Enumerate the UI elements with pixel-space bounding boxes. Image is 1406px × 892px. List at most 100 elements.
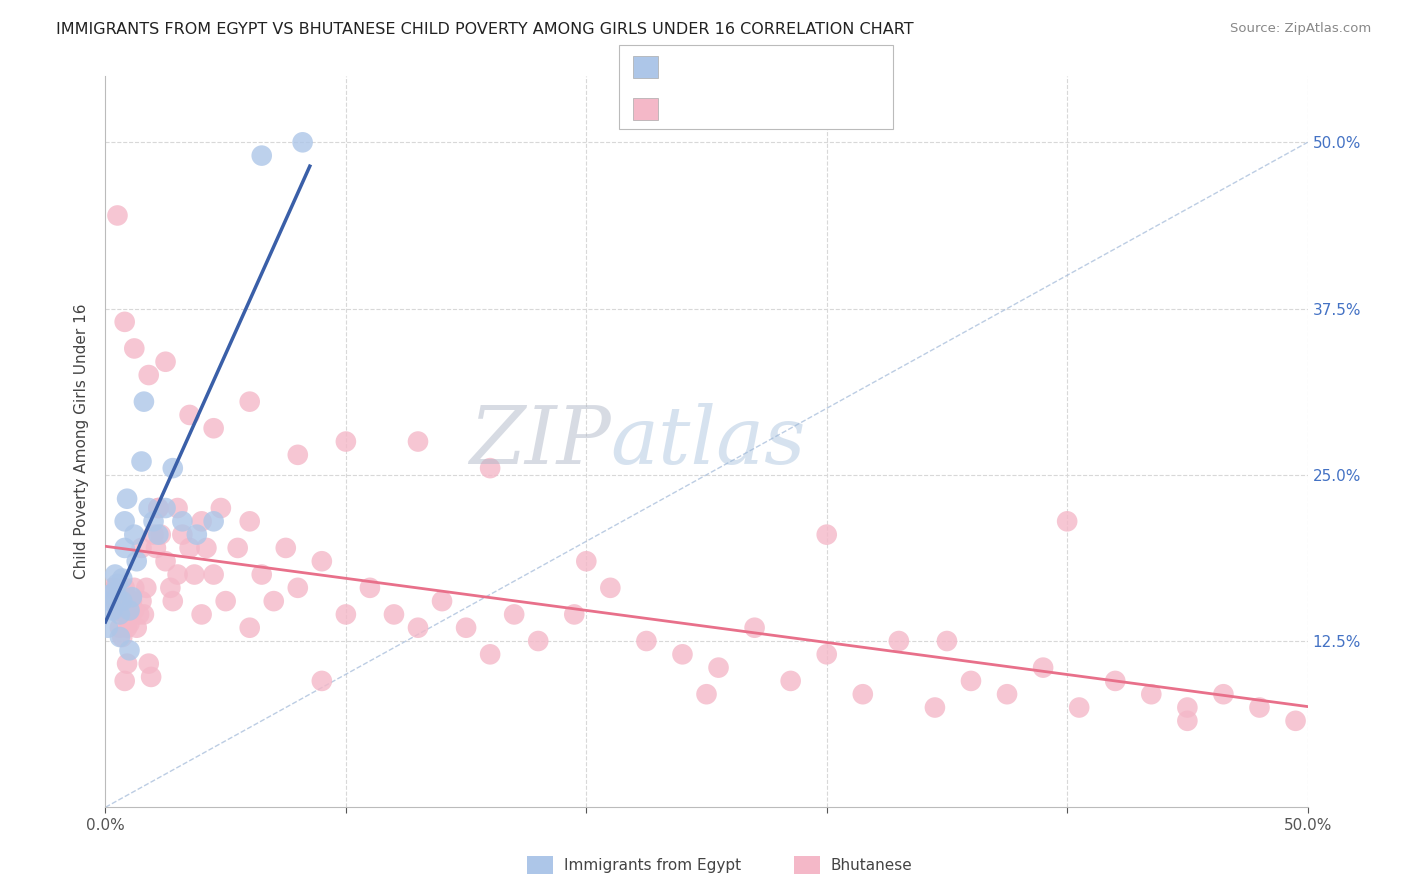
Point <box>599 581 621 595</box>
Point <box>108 603 131 617</box>
Point <box>107 577 129 591</box>
Point <box>108 630 131 644</box>
Point <box>159 581 181 595</box>
Y-axis label: Child Poverty Among Girls Under 16: Child Poverty Among Girls Under 16 <box>75 304 90 579</box>
Point <box>145 541 167 555</box>
Point <box>562 607 585 622</box>
Point <box>924 700 946 714</box>
Point <box>779 673 801 688</box>
Point <box>114 514 136 528</box>
Point <box>101 603 124 617</box>
Point <box>202 421 225 435</box>
Point <box>98 587 121 601</box>
Point <box>287 448 309 462</box>
Point <box>142 514 165 528</box>
Text: IMMIGRANTS FROM EGYPT VS BHUTANESE CHILD POVERTY AMONG GIRLS UNDER 16 CORRELATIO: IMMIGRANTS FROM EGYPT VS BHUTANESE CHILD… <box>56 22 914 37</box>
Point <box>190 607 212 622</box>
Point <box>107 209 129 223</box>
Point <box>114 315 136 329</box>
Point <box>132 394 155 409</box>
Point <box>104 567 127 582</box>
Point <box>887 634 910 648</box>
Point <box>179 541 201 555</box>
Point <box>696 687 718 701</box>
Text: ZIP: ZIP <box>468 403 610 480</box>
Point <box>121 590 143 604</box>
Point <box>815 527 838 541</box>
Point <box>124 527 146 541</box>
Point <box>1212 687 1234 701</box>
Point <box>190 514 212 528</box>
Point <box>479 461 502 475</box>
Point <box>202 514 225 528</box>
Point <box>155 501 177 516</box>
Point <box>335 434 357 449</box>
Point <box>671 648 693 662</box>
Point <box>359 581 381 595</box>
Text: Source: ZipAtlas.com: Source: ZipAtlas.com <box>1230 22 1371 36</box>
Point <box>135 581 157 595</box>
Text: R =: R = <box>672 60 706 75</box>
Point <box>118 616 141 631</box>
Point <box>118 603 141 617</box>
Point <box>104 581 127 595</box>
Point <box>1175 700 1198 714</box>
Point <box>406 621 429 635</box>
Point <box>114 673 136 688</box>
Point <box>172 514 194 528</box>
Text: Bhutanese: Bhutanese <box>831 858 912 872</box>
Point <box>118 603 141 617</box>
Text: Immigrants from Egypt: Immigrants from Egypt <box>564 858 741 872</box>
Point <box>214 594 236 608</box>
Point <box>107 590 129 604</box>
Point <box>186 527 208 541</box>
Point <box>209 501 232 516</box>
Point <box>149 527 172 541</box>
Point <box>131 454 153 468</box>
Point <box>107 584 129 599</box>
Point <box>138 368 160 382</box>
Point <box>1032 660 1054 674</box>
Point <box>479 648 502 662</box>
Point <box>138 657 160 671</box>
Point <box>250 148 273 162</box>
Point <box>239 514 262 528</box>
Point <box>148 501 170 516</box>
Point <box>148 501 170 516</box>
Point <box>115 657 138 671</box>
Point <box>111 594 134 608</box>
Point <box>852 687 875 701</box>
Text: 32: 32 <box>803 60 830 75</box>
Point <box>1056 514 1078 528</box>
Point <box>131 541 153 555</box>
Text: atlas: atlas <box>610 403 806 480</box>
Point <box>287 581 309 595</box>
Point <box>125 554 148 568</box>
Point <box>114 541 136 555</box>
Point <box>202 567 225 582</box>
Text: N =: N = <box>768 60 801 75</box>
Point <box>124 603 146 617</box>
Text: R =: R = <box>672 102 706 117</box>
Point <box>108 621 131 635</box>
Point <box>575 554 598 568</box>
Point <box>311 554 333 568</box>
Point <box>104 584 127 599</box>
Point <box>1175 714 1198 728</box>
Point <box>111 572 134 586</box>
Point <box>155 554 177 568</box>
Point <box>636 634 658 648</box>
Point <box>183 567 205 582</box>
Point <box>155 355 177 369</box>
Point <box>1249 700 1271 714</box>
Point <box>124 342 146 356</box>
Point <box>274 541 297 555</box>
Point <box>1284 714 1306 728</box>
Point <box>335 607 357 622</box>
Point <box>125 621 148 635</box>
Point <box>960 673 983 688</box>
Point <box>108 607 131 622</box>
Point <box>104 594 127 608</box>
Point <box>527 634 550 648</box>
Point <box>1104 673 1126 688</box>
